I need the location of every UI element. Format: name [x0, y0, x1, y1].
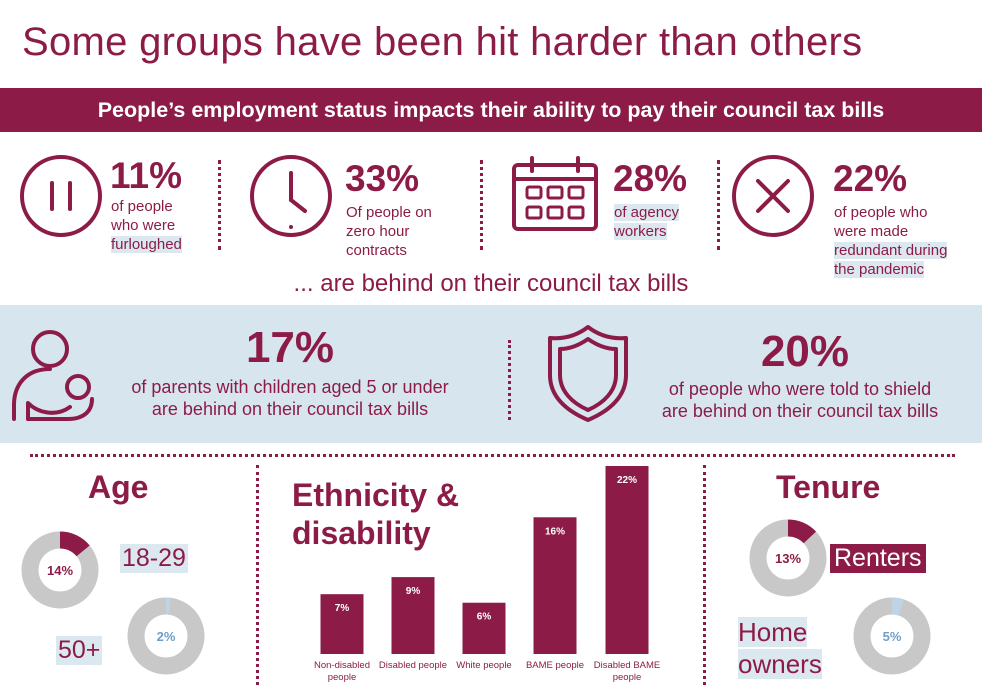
- home-owners-text: owners: [738, 649, 822, 679]
- bar: [462, 602, 506, 654]
- bar-value-label: 22%: [617, 475, 637, 486]
- bar-value-label: 7%: [335, 603, 350, 614]
- ethnicity-title: Ethnicity & disability: [292, 476, 459, 552]
- agency-desc-highlight: of agency: [614, 204, 680, 221]
- highlight-band: [0, 305, 982, 443]
- clock-icon: [248, 153, 334, 239]
- redundant-desc-line: redundant during: [834, 241, 948, 260]
- calendar-icon: [510, 155, 600, 233]
- bar: [605, 466, 649, 654]
- bar-category-label: people: [613, 672, 642, 683]
- shield-icon: [545, 323, 631, 428]
- furloughed-desc-line: of people: [111, 198, 173, 215]
- zero-hour-desc: Of people on zero hour contracts: [346, 203, 432, 260]
- bar-category-label: BAME people: [526, 660, 584, 671]
- age-donut-18-29: 14%: [20, 530, 100, 615]
- parents-desc-line: are behind on their council tax bills: [151, 399, 429, 419]
- bar-value-label: 9%: [406, 586, 421, 597]
- tenure-label-renters: Renters: [830, 544, 926, 573]
- zero-hour-desc-line: Of people on: [346, 204, 432, 221]
- furloughed-desc-line: who were: [111, 217, 176, 234]
- agency-desc-line: of agency: [614, 203, 680, 222]
- parent-child-icon: [8, 327, 100, 428]
- tenure-renters-donut-segment: [787, 519, 817, 544]
- parents-desc-line: of parents with children aged 5 or under: [131, 377, 449, 397]
- furloughed-desc: of people who were furloughed: [111, 197, 182, 254]
- divider: [218, 160, 221, 250]
- divider: [480, 160, 483, 250]
- home-owners-text: Home: [738, 617, 808, 647]
- ethnicity-title-line: disability: [292, 515, 431, 551]
- age-50-plus-donut-value: 2%: [157, 629, 176, 644]
- subtitle-banner: People’s employment status impacts their…: [0, 88, 982, 132]
- tenure-renters-donut-value: 13%: [775, 551, 801, 566]
- bar-category-label: Non-disabled: [314, 660, 370, 671]
- zero-hour-desc-line: zero hour: [346, 223, 410, 240]
- shield-desc: of people who were told to shield are be…: [620, 378, 980, 422]
- tenure-donut-renters: 13%: [748, 518, 828, 603]
- agency-pct: 28%: [613, 158, 688, 199]
- bar-category-label: White people: [456, 660, 511, 671]
- agency-desc: of agency workers: [614, 203, 680, 241]
- bar-category-label: Disabled people: [379, 660, 447, 671]
- divider: [703, 465, 706, 685]
- age-label-18-29: 18-29: [120, 544, 188, 573]
- divider: [508, 340, 511, 420]
- divider: [256, 465, 259, 685]
- home-owners-line: owners: [738, 648, 822, 680]
- bar-value-label: 6%: [477, 612, 492, 623]
- bar-category-label: Disabled BAME: [594, 660, 661, 671]
- age-18-29-donut-value: 14%: [47, 563, 73, 578]
- age-18-29-donut-segment: [59, 531, 90, 557]
- zero-hour-pct: 33%: [345, 158, 420, 199]
- age-title: Age: [88, 469, 149, 505]
- redundant-desc-line: of people who: [834, 204, 928, 221]
- furloughed-desc-line: furloughed: [111, 235, 182, 254]
- furloughed-desc-highlight: furloughed: [111, 236, 182, 253]
- redundant-desc-line: the pandemic: [834, 260, 947, 279]
- parents-pct: 17%: [245, 323, 335, 372]
- shield-desc-line: of people who were told to shield: [668, 379, 932, 399]
- bar: [320, 594, 364, 654]
- home-owners-line: Home: [738, 616, 822, 648]
- redundant-desc-highlight: redundant during: [834, 242, 948, 259]
- age-label-50-plus: 50+: [56, 636, 103, 665]
- bar: [533, 517, 577, 654]
- zero-hour-desc-line: contracts: [346, 242, 407, 259]
- tenure-donut-home-owners: 5%: [852, 596, 932, 681]
- divider: [717, 160, 720, 250]
- tenure-label-home-owners: Home owners: [738, 616, 822, 680]
- redundant-desc-line: were made: [834, 223, 909, 240]
- behind-caption: ... are behind on their council tax bill…: [293, 270, 689, 297]
- section-divider: [30, 454, 955, 457]
- agency-desc-line: workers: [614, 222, 679, 241]
- bar-value-label: 16%: [545, 526, 565, 537]
- pause-icon: [18, 153, 104, 239]
- age-donut-50-plus: 2%: [126, 596, 206, 681]
- shield-desc-line: are behind on their council tax bills: [661, 401, 939, 421]
- redundant-desc-highlight: the pandemic: [834, 261, 925, 278]
- bar: [391, 577, 435, 654]
- tenure-home-owners-donut-value: 5%: [883, 629, 902, 644]
- banner-text: People’s employment status impacts their…: [97, 98, 885, 122]
- cross-icon: [730, 153, 816, 239]
- furloughed-pct: 11%: [110, 155, 183, 196]
- agency-desc-highlight: workers: [614, 223, 667, 240]
- redundant-pct: 22%: [833, 158, 908, 199]
- tenure-title: Tenure: [776, 469, 881, 505]
- ethnicity-title-line: Ethnicity &: [292, 477, 460, 513]
- redundant-desc: of people who were made redundant during…: [834, 203, 948, 279]
- bar-category-label: people: [328, 672, 357, 683]
- shield-pct: 20%: [760, 327, 850, 376]
- tenure-home-owners-donut-segment: [891, 597, 904, 616]
- parents-desc: of parents with children aged 5 or under…: [100, 376, 480, 420]
- page-title: Some groups have been hit harder than ot…: [22, 20, 863, 64]
